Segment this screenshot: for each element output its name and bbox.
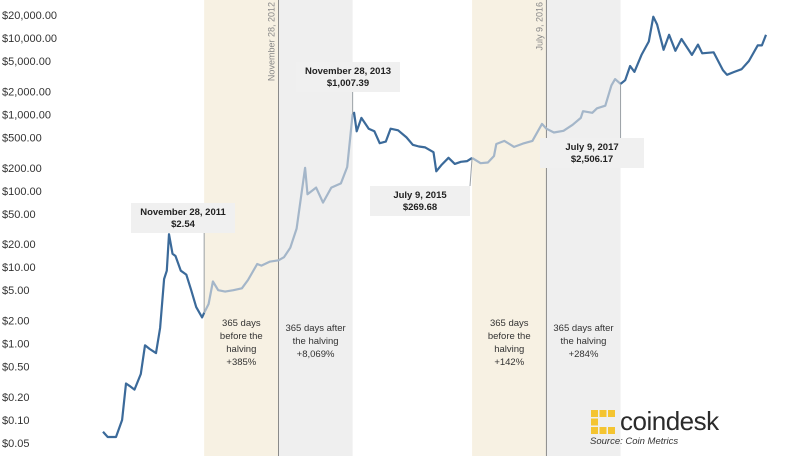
y-tick-1: $20,000.00	[2, 10, 57, 22]
callout-box-3	[370, 186, 470, 216]
coindesk-icon	[591, 410, 615, 434]
period-band-4	[546, 0, 621, 456]
y-tick-17: $0.10	[2, 415, 30, 427]
callout-leader-3	[469, 157, 473, 187]
y-tick-8: $100.00	[2, 186, 42, 198]
period-label-2: 365 days after the halving +8,069%	[285, 323, 345, 360]
callout-value-4: $2,506.17	[571, 154, 613, 165]
source-note: Source: Coin Metrics	[590, 436, 679, 447]
y-tick-7: $200.00	[2, 163, 42, 175]
price-segment-1	[102, 233, 206, 439]
y-tick-12: $5.00	[2, 285, 30, 297]
price-segment-2	[203, 114, 354, 314]
halving-label-1: November 28, 2012	[267, 2, 277, 81]
period-band-3	[472, 0, 547, 456]
y-tick-15: $0.50	[2, 362, 30, 374]
y-tick-10: $20.00	[2, 239, 36, 251]
y-tick-11: $10.00	[2, 262, 36, 274]
callout-value-2: $1,007.39	[327, 78, 369, 89]
price-segment-5	[619, 15, 768, 85]
callout-date-4: July 9, 2017	[565, 142, 618, 153]
price-segment-4	[471, 78, 622, 165]
callout-4: July 9, 2017$2,506.17	[540, 83, 644, 168]
callout-box-2	[296, 62, 400, 92]
y-tick-14: $1.00	[2, 339, 30, 351]
callout-date-3: July 9, 2015	[393, 190, 447, 201]
y-tick-5: $1,000.00	[2, 109, 51, 121]
y-tick-18: $0.05	[2, 438, 30, 450]
y-tick-3: $5,000.00	[2, 56, 51, 68]
callout-1: November 28, 2011$2.54	[131, 203, 235, 313]
y-axis: $20,000.00 $10,000.00 $5,000.00 $2,000.00 $1…	[2, 10, 57, 450]
y-tick-4: $2,000.00	[2, 86, 51, 98]
period-label-3: 365 days before the halving +142%	[488, 318, 531, 368]
y-tick-16: $0.20	[2, 392, 30, 404]
y-tick-6: $500.00	[2, 132, 42, 144]
y-tick-2: $10,000.00	[2, 33, 57, 45]
coindesk-logo: coindesk Source: Coin Metrics	[590, 406, 770, 450]
period-label-1: 365 days before the halving +385%	[220, 318, 263, 368]
y-tick-9: $50.00	[2, 209, 36, 221]
callout-value-1: $2.54	[171, 219, 195, 230]
halving-label-2: July 9, 2016	[534, 2, 544, 51]
callout-2: November 28, 2013$1,007.39	[296, 62, 400, 115]
callout-date-1: November 28, 2011	[140, 207, 226, 218]
brand-name: coindesk	[620, 406, 719, 436]
callout-date-2: November 28, 2013	[305, 66, 391, 77]
callout-3: July 9, 2015$269.68	[370, 157, 473, 216]
y-tick-13: $2.00	[2, 316, 30, 328]
callout-box-4	[540, 138, 644, 168]
price-segment-3	[351, 111, 473, 173]
period-labels: 365 days before the halving +385% 365 days a…	[220, 318, 614, 368]
halving-lines: November 28, 2012 July 9, 2016	[267, 0, 547, 456]
callout-box-1	[131, 203, 235, 233]
period-label-4: 365 days after the halving +284%	[553, 323, 613, 360]
callout-value-3: $269.68	[403, 202, 437, 213]
price-lines	[102, 15, 768, 439]
